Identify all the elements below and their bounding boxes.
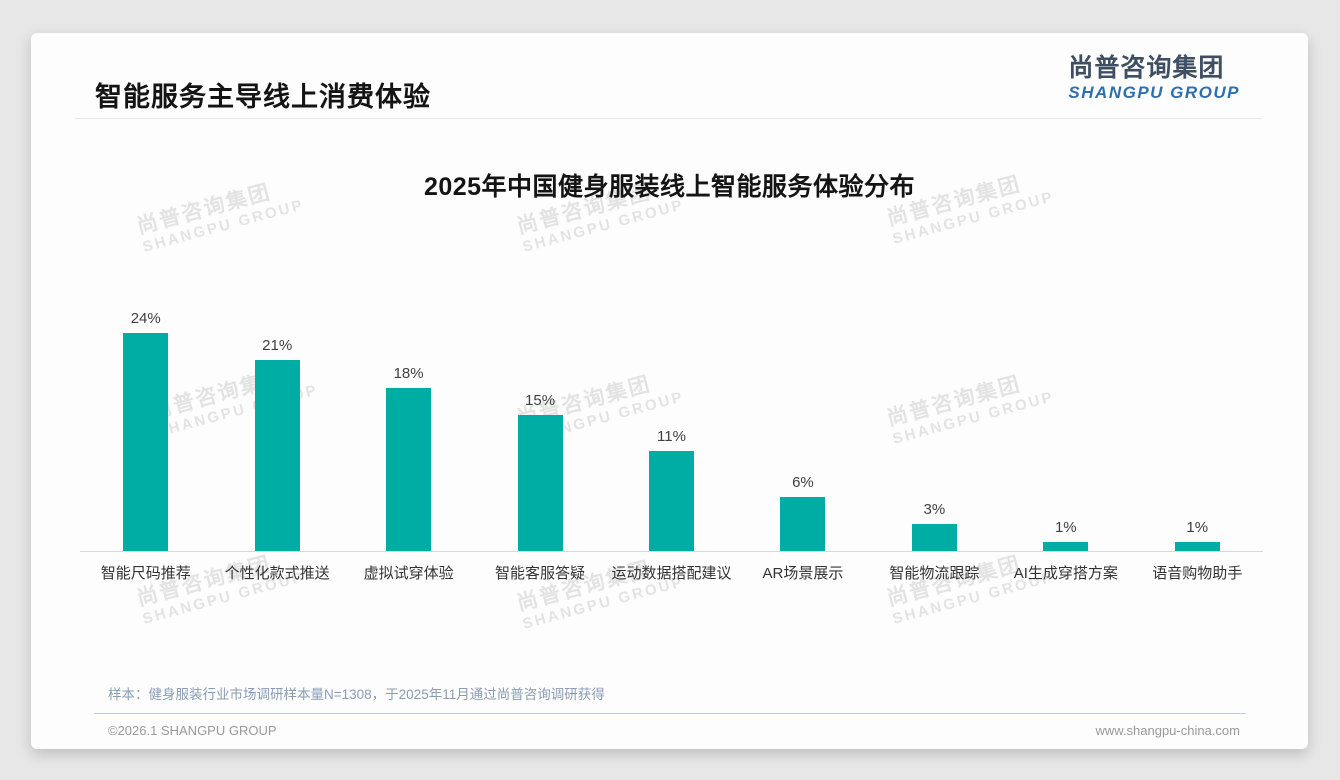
bar-chart-plot: 24% 21% 18% 15% 11% 6% 3% 1% 1% (80, 300, 1263, 552)
sample-note: 样本：健身服装行业市场调研样本量N=1308，于2025年11月通过尚普咨询调研… (108, 687, 605, 702)
bar-value-label: 24% (130, 310, 161, 327)
category-label: 虚拟试穿体验 (363, 565, 454, 582)
bar-slot: 1% (1000, 300, 1131, 551)
bar (386, 388, 432, 551)
bar-slot: 3% (869, 300, 1000, 551)
bar (780, 497, 826, 551)
website-url: www.shangpu-china.com (1095, 723, 1240, 738)
footer-bar: ©2026.1 SHANGPU GROUP www.shangpu-china.… (108, 723, 1240, 738)
bar (911, 524, 957, 551)
bar (1043, 542, 1089, 551)
category-label: 运动数据搭配建议 (611, 565, 732, 582)
bar-value-label: 6% (792, 474, 814, 491)
bar (517, 415, 563, 551)
watermark-line2: SHANGPU GROUP (520, 196, 687, 257)
bar (648, 451, 694, 551)
bar-value-label: 18% (393, 365, 424, 382)
chart-title: 2025年中国健身服装线上智能服务体验分布 (423, 173, 916, 201)
bar-slot: 21% (211, 300, 342, 551)
category-label: 智能客服答疑 (495, 565, 586, 582)
logo-chinese-text: 尚普咨询集团 (1068, 54, 1225, 82)
title-divider (75, 118, 1262, 119)
bar-value-label: 11% (657, 428, 686, 445)
category-label: 智能物流跟踪 (889, 565, 980, 582)
category-label: AR场景展示 (762, 565, 844, 582)
copyright-text: ©2026.1 SHANGPU GROUP (108, 723, 277, 738)
footer-divider (94, 713, 1246, 714)
bar (1174, 542, 1220, 551)
watermark: 尚普咨询集团 SHANGPU GROUP (134, 544, 307, 629)
logo-english-text: SHANGPU GROUP (1068, 82, 1240, 102)
category-label: 语音购物助手 (1152, 565, 1243, 582)
bar-chart-category-axis: 智能尺码推荐 个性化款式推送 虚拟试穿体验 智能客服答疑 运动数据搭配建议 AR场景展示 智… (80, 562, 1263, 583)
bar (254, 360, 300, 551)
category-label: 智能尺码推荐 (100, 565, 191, 582)
bar-value-label: 3% (923, 501, 946, 518)
watermark: 尚普咨询集团 SHANGPU GROUP (884, 544, 1057, 629)
page-title: 智能服务主导线上消费体验 (95, 82, 431, 112)
bar-slot: 24% (80, 300, 211, 551)
bar-slot: 15% (474, 300, 605, 551)
category-label: AI生成穿搭方案 (1013, 565, 1118, 582)
bar-value-label: 1% (1186, 519, 1209, 536)
category-label: 个性化款式推送 (224, 565, 330, 582)
bar-slot: 11% (606, 300, 737, 551)
company-logo: 尚普咨询集团 SHANGPU GROUP (1068, 54, 1240, 102)
bar-value-label: 15% (525, 392, 556, 409)
slide-card: 智能服务主导线上消费体验 尚普咨询集团 SHANGPU GROUP 2025年中… (31, 33, 1308, 749)
bar-value-label: 1% (1054, 519, 1077, 536)
watermark-line2: SHANGPU GROUP (140, 196, 307, 257)
bar-value-label: 21% (262, 337, 293, 354)
bar-slot: 18% (343, 300, 474, 551)
bar-slot: 6% (737, 300, 868, 551)
bar (123, 333, 169, 551)
bar-slot: 1% (1132, 300, 1263, 551)
